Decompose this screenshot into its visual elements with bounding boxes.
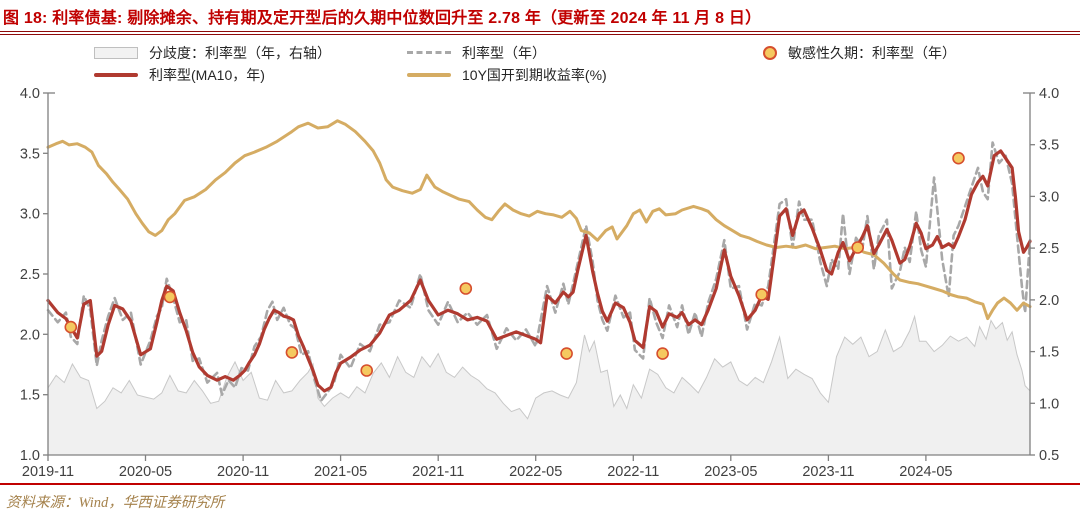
svg-text:1.0: 1.0 <box>1039 396 1059 412</box>
dashed-line-swatch-icon <box>407 51 451 54</box>
right-axis-labels: 4.0 3.5 3.0 2.5 2.0 1.5 1.0 0.5 <box>1039 86 1059 464</box>
sensitive-duration-dot <box>163 290 177 304</box>
sensitive-duration-dot <box>656 347 669 360</box>
legend-item-sensitive-duration: 敏感性久期：利率型（年） <box>747 44 956 61</box>
title-divider <box>0 31 1080 35</box>
svg-text:3.0: 3.0 <box>20 207 40 223</box>
svg-text:2019-11: 2019-11 <box>22 464 74 480</box>
svg-text:2020-11: 2020-11 <box>217 464 269 480</box>
page-title: 图 18: 利率债基: 剔除摊余、持有期及定开型后的久期中位数回升至 2.78 … <box>3 10 762 27</box>
sensitive-duration-dot <box>560 347 573 360</box>
legend-label: 10Y国开到期收益率(%) <box>462 66 607 83</box>
svg-text:4.0: 4.0 <box>1039 86 1059 102</box>
svg-text:2020-05: 2020-05 <box>119 464 172 480</box>
svg-text:1.0: 1.0 <box>20 448 40 464</box>
svg-text:2021-05: 2021-05 <box>314 464 367 480</box>
legend-label: 利率型(MA10，年) <box>149 66 265 83</box>
svg-text:3.5: 3.5 <box>20 146 40 162</box>
svg-text:2.5: 2.5 <box>20 267 40 283</box>
svg-text:2.0: 2.0 <box>20 327 40 343</box>
source-note: 资料来源：Wind，华西证券研究所 <box>6 495 225 511</box>
legend-label: 敏感性久期：利率型（年） <box>788 44 956 61</box>
x-axis-labels: 2019-11 2020-05 2020-11 2021-05 2021-11 2022-… <box>22 464 953 480</box>
duration-ma10-line <box>46 149 1032 393</box>
sensitive-duration-dot <box>851 241 865 254</box>
svg-text:2023-11: 2023-11 <box>802 464 854 480</box>
svg-text:3.0: 3.0 <box>1039 189 1059 205</box>
svg-text:2021-11: 2021-11 <box>412 464 464 480</box>
sensitive-duration-dots <box>64 151 965 377</box>
svg-text:2.5: 2.5 <box>1039 241 1059 257</box>
dot-swatch-icon <box>763 45 777 60</box>
legend-label: 分歧度：利率型（年，右轴） <box>149 44 331 61</box>
legend-label: 利率型（年） <box>462 44 546 61</box>
chart-legend: 分歧度：利率型（年，右轴） 利率型（年） 敏感性久期：利率型（年） 利率型(MA… <box>0 40 1080 86</box>
sensitive-duration-dot <box>64 320 78 334</box>
svg-text:2024-05: 2024-05 <box>899 464 952 480</box>
svg-text:3.5: 3.5 <box>1039 138 1059 154</box>
axes <box>43 92 1035 461</box>
svg-text:1.5: 1.5 <box>20 388 40 404</box>
gold-line-swatch-icon <box>407 72 451 77</box>
legend-item-duration: 利率型（年） <box>407 44 546 61</box>
legend-item-divergence: 分歧度：利率型（年，右轴） <box>94 44 331 61</box>
area-swatch-icon <box>94 46 138 59</box>
svg-text:2.0: 2.0 <box>1039 293 1059 309</box>
svg-text:2022-11: 2022-11 <box>607 464 659 480</box>
sensitive-duration-dot <box>360 364 374 377</box>
sensitive-duration-dot <box>459 282 473 295</box>
svg-text:2022-05: 2022-05 <box>509 464 562 480</box>
svg-text:4.0: 4.0 <box>20 86 40 102</box>
svg-text:2023-05: 2023-05 <box>704 464 757 480</box>
sensitive-duration-dot <box>952 151 965 165</box>
legend-item-ma10: 利率型(MA10，年) <box>94 66 265 83</box>
sensitive-duration-dot <box>285 346 299 359</box>
legend-item-10y-yield: 10Y国开到期收益率(%) <box>407 66 607 83</box>
red-line-swatch-icon <box>94 72 138 77</box>
divergence-area <box>47 314 1031 456</box>
source-divider <box>0 483 1080 485</box>
sensitive-duration-dot <box>755 288 769 301</box>
svg-text:1.5: 1.5 <box>1039 345 1059 361</box>
cdb-10y-yield-line <box>46 119 1032 321</box>
svg-text:0.5: 0.5 <box>1039 448 1059 464</box>
left-axis-labels: 4.0 3.5 3.0 2.5 2.0 1.5 1.0 <box>20 86 40 464</box>
